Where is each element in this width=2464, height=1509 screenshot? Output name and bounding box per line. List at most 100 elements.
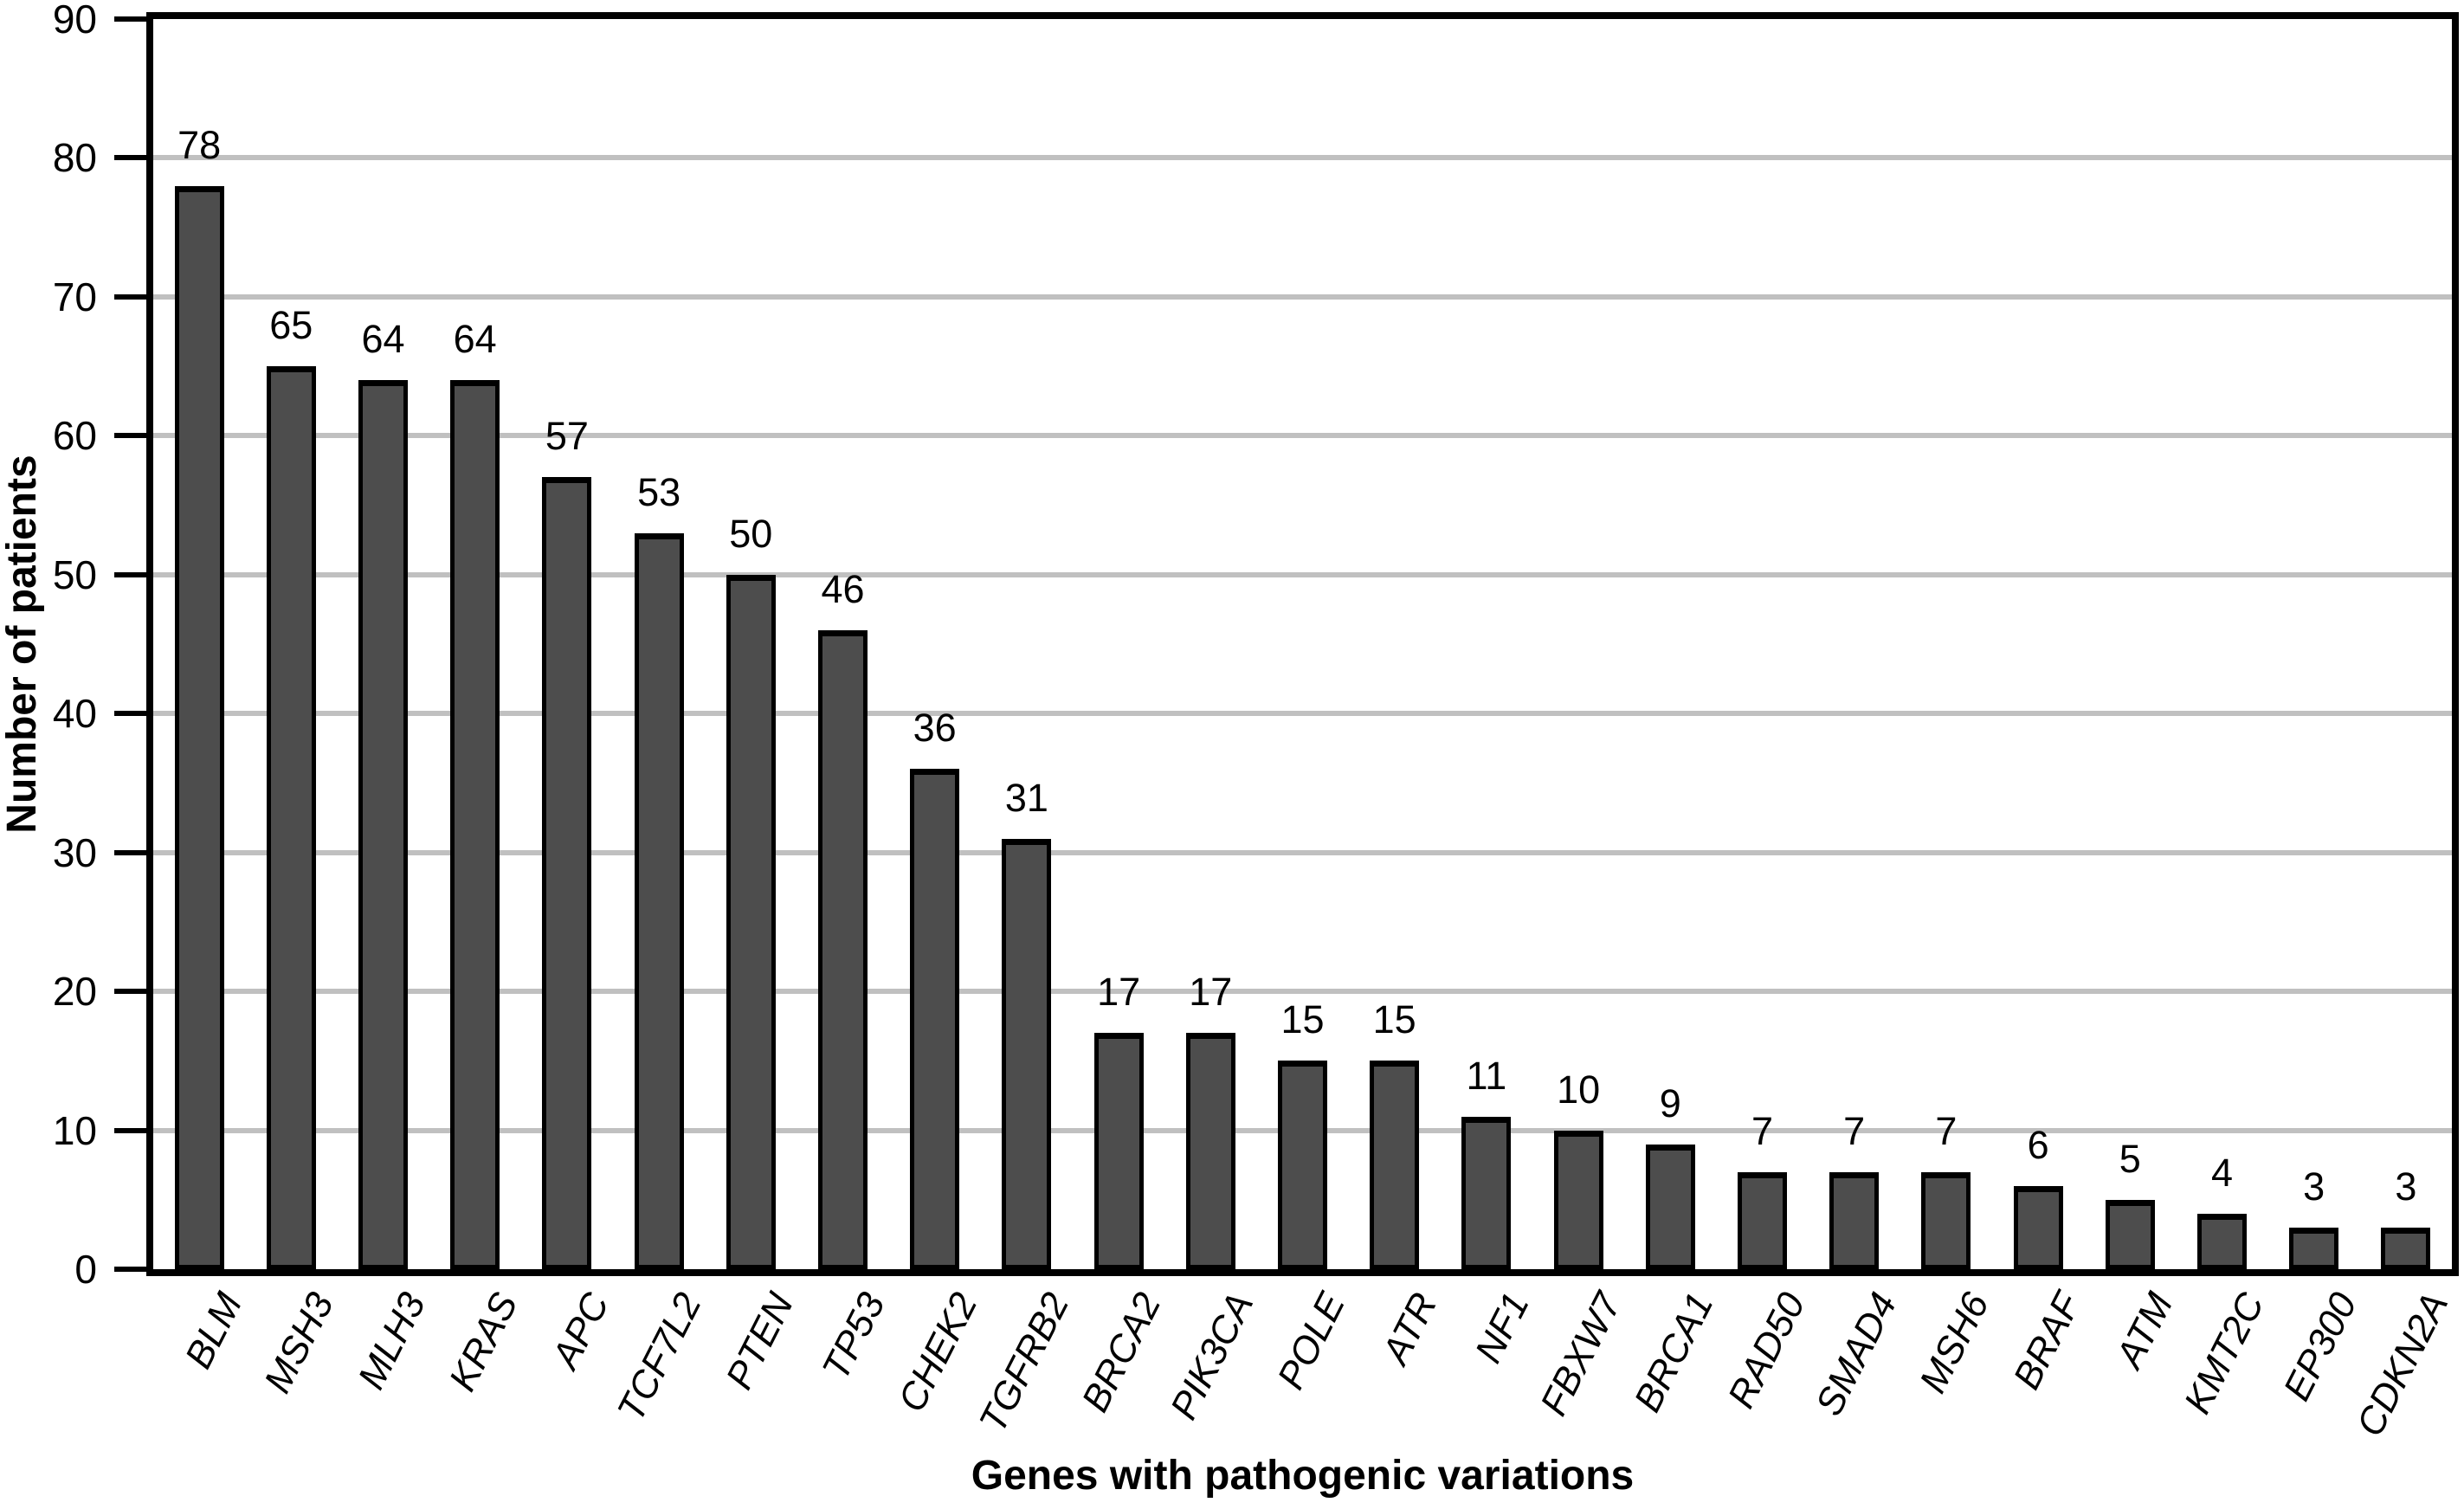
bar-FBXW7 bbox=[1553, 1131, 1603, 1269]
y-axis-tick-label: 90 bbox=[52, 0, 97, 42]
y-gridline bbox=[153, 155, 2452, 161]
bar-RAD50 bbox=[1738, 1172, 1787, 1269]
y-axis-tick bbox=[114, 1267, 146, 1272]
x-axis-tick-label: PIK3CA bbox=[1162, 1286, 1262, 1427]
x-axis-tick-label: NF1 bbox=[1467, 1286, 1538, 1370]
y-axis-tick bbox=[114, 571, 146, 577]
bar-value-label: 6 bbox=[2027, 1123, 2049, 1167]
y-axis-tick bbox=[114, 155, 146, 161]
bar-value-label: 7 bbox=[1935, 1109, 1958, 1153]
bar-SMAD4 bbox=[1829, 1172, 1880, 1269]
x-axis-tick-label: ATR bbox=[1374, 1286, 1446, 1371]
bar-value-label: 17 bbox=[1097, 970, 1141, 1014]
y-axis-tick-label: 80 bbox=[52, 135, 97, 181]
y-axis-tick-label: 10 bbox=[52, 1107, 97, 1153]
y-axis-tick bbox=[114, 293, 146, 300]
x-axis-tick-label: CHEK2 bbox=[890, 1286, 986, 1419]
y-gridline bbox=[153, 849, 2452, 855]
bar-APC bbox=[542, 477, 592, 1269]
bar-value-label: 46 bbox=[821, 567, 865, 611]
bar-value-label: 78 bbox=[177, 123, 222, 167]
x-axis-tick-label: MLH3 bbox=[350, 1286, 435, 1396]
bar-value-label: 15 bbox=[1280, 997, 1325, 1041]
bar-PIK3CA bbox=[1185, 1033, 1235, 1269]
x-axis-tick-label: MSH6 bbox=[1911, 1286, 1997, 1400]
y-axis-tick-label: 60 bbox=[52, 413, 97, 459]
bar-value-label: 64 bbox=[361, 317, 405, 361]
x-axis-tick-label: TP53 bbox=[814, 1286, 894, 1387]
y-gridline bbox=[153, 433, 2452, 439]
y-axis-tick bbox=[114, 989, 146, 995]
x-axis-tick-label: CDKN2A bbox=[2348, 1286, 2457, 1443]
bar-ATM bbox=[2105, 1200, 2155, 1269]
bar-value-label: 31 bbox=[1004, 776, 1048, 820]
y-gridline bbox=[153, 989, 2452, 995]
y-gridline bbox=[153, 293, 2452, 300]
y-axis-tick-label: 30 bbox=[52, 829, 97, 875]
x-axis-tick-label: MSH3 bbox=[255, 1286, 343, 1400]
y-axis-tick-label: 50 bbox=[52, 551, 97, 597]
x-axis-tick-label: ATM bbox=[2107, 1286, 2182, 1375]
x-axis-tick-label: PTEN bbox=[718, 1286, 803, 1396]
bar-value-label: 9 bbox=[1659, 1081, 1681, 1125]
bar-value-label: 36 bbox=[913, 706, 957, 750]
x-axis-tick-label: APC bbox=[544, 1286, 618, 1376]
bar-KRAS bbox=[450, 380, 500, 1269]
y-axis-tick bbox=[114, 711, 146, 717]
bar-BLM bbox=[174, 186, 224, 1269]
x-axis-tick-label: BRCA2 bbox=[1074, 1286, 1170, 1419]
bar-value-label: 5 bbox=[2119, 1137, 2141, 1181]
bar-value-label: 11 bbox=[1466, 1054, 1507, 1098]
plot-area: 78 65 64 64 57 53 50 46 36 31 17 17 15 15 11 10 9 7 7 7 6 5 4 3… bbox=[146, 12, 2459, 1276]
bar-CDKN2A bbox=[2381, 1228, 2431, 1269]
x-axis-tick-label: KRAS bbox=[441, 1286, 526, 1398]
bar-KMT2C bbox=[2197, 1214, 2247, 1269]
y-axis-title: Number of patients bbox=[0, 455, 45, 834]
x-axis-tick-label: BLM bbox=[177, 1286, 250, 1376]
x-axis-tick-label: EP300 bbox=[2274, 1286, 2365, 1408]
bar-value-label: 10 bbox=[1557, 1067, 1601, 1112]
bar-TP53 bbox=[818, 630, 868, 1269]
bar-value-label: 17 bbox=[1189, 970, 1233, 1014]
bar-value-label: 64 bbox=[453, 317, 497, 361]
x-axis-tick-label: RAD50 bbox=[1719, 1286, 1814, 1415]
x-axis-tick-label: POLE bbox=[1269, 1286, 1354, 1396]
bar-BRCA1 bbox=[1645, 1145, 1695, 1269]
y-axis-tick bbox=[114, 849, 146, 855]
bar-MSH6 bbox=[1921, 1172, 1971, 1269]
bar-CHEK2 bbox=[910, 769, 960, 1269]
x-axis-tick-label: BRCA1 bbox=[1625, 1286, 1722, 1419]
bar-BRCA2 bbox=[1093, 1033, 1144, 1269]
x-axis-tick-label: KMT2C bbox=[2176, 1286, 2274, 1421]
y-axis-tick bbox=[114, 1127, 146, 1133]
y-axis-tick-label: 70 bbox=[52, 274, 97, 319]
bar-EP300 bbox=[2289, 1228, 2339, 1269]
y-gridline bbox=[153, 571, 2452, 577]
y-axis-tick bbox=[114, 433, 146, 439]
y-axis-tick-label: 20 bbox=[52, 969, 97, 1015]
bar-value-label: 53 bbox=[637, 470, 681, 514]
y-axis-tick-label: 0 bbox=[74, 1247, 97, 1292]
bar-value-label: 4 bbox=[2210, 1151, 2234, 1195]
x-axis-tick-label: FBXW7 bbox=[1532, 1286, 1629, 1422]
bar-MSH3 bbox=[266, 366, 316, 1269]
x-axis-title: Genes with pathogenic variations bbox=[971, 1453, 1635, 1499]
bar-value-label: 15 bbox=[1372, 997, 1416, 1041]
bar-value-label: 50 bbox=[729, 512, 773, 556]
bar-value-label: 3 bbox=[2395, 1164, 2417, 1209]
bar-value-label: 7 bbox=[1751, 1109, 1774, 1153]
x-axis-tick-label: TGFRB2 bbox=[971, 1286, 1078, 1440]
bar-MLH3 bbox=[358, 380, 408, 1269]
bar-TGFRB2 bbox=[1002, 839, 1052, 1269]
bar-value-label: 7 bbox=[1843, 1109, 1866, 1153]
x-axis-tick-label: BRAF bbox=[2004, 1286, 2089, 1396]
bar-ATR bbox=[1370, 1061, 1420, 1269]
y-gridline bbox=[153, 711, 2452, 717]
bar-value-label: 57 bbox=[545, 414, 589, 458]
bar-value-label: 3 bbox=[2303, 1164, 2325, 1209]
bar-BRAF bbox=[2013, 1186, 2063, 1269]
bar-value-label: 65 bbox=[269, 303, 313, 347]
x-axis-tick-label: TCF7L2 bbox=[610, 1286, 710, 1428]
x-axis-tick-label: SMAD4 bbox=[1807, 1286, 1906, 1422]
